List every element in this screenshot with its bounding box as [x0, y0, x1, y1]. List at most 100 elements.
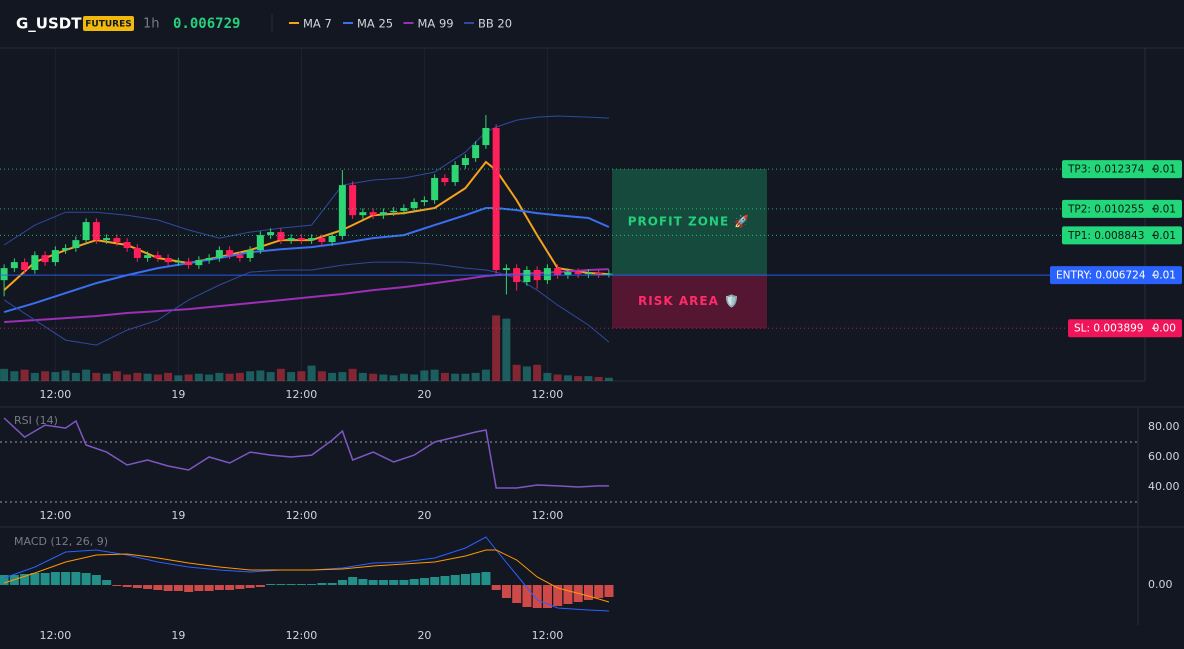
candle-body: [318, 238, 326, 243]
level-qty: 0.01: [1153, 164, 1176, 176]
candle-body: [338, 185, 346, 237]
macd-histogram-bar: [286, 584, 296, 585]
x-tick-label: 20: [417, 629, 431, 642]
macd-histogram-bar: [194, 585, 204, 591]
candle-body: [400, 208, 408, 211]
candle-body: [502, 268, 510, 270]
macd-histogram-bar: [0, 575, 9, 585]
macd-histogram-bar: [266, 584, 276, 585]
volume-bar: [225, 373, 234, 381]
macd-histogram-bar: [542, 585, 552, 608]
candle-body: [185, 261, 193, 266]
volume-bar: [348, 368, 357, 381]
macd-histogram-bar: [471, 573, 481, 585]
macd-histogram-bar: [225, 585, 235, 590]
macd-histogram-bar: [81, 573, 91, 585]
macd-histogram-bar: [501, 585, 511, 598]
x-tick-label: 12:00: [532, 629, 564, 642]
x-tick-label: 20: [417, 388, 431, 401]
x-tick-label: 12:00: [532, 388, 564, 401]
volume-bar: [30, 372, 39, 381]
candle-body: [379, 212, 387, 216]
candle-body: [472, 145, 480, 159]
candle-body: [267, 232, 275, 236]
volume-bar: [102, 373, 111, 381]
macd-histogram-bar: [450, 575, 460, 585]
macd-histogram-bar: [430, 577, 440, 585]
volume-bar: [164, 372, 173, 381]
macd-histogram-bar: [532, 585, 542, 608]
volume-bar: [256, 370, 265, 381]
volume-bar: [41, 371, 50, 381]
badge: FUTURES: [85, 20, 131, 30]
x-tick-label: 12:00: [532, 509, 564, 522]
candle-body: [328, 236, 336, 243]
candle-body: [554, 268, 562, 276]
signal-line: [3, 549, 610, 603]
candle-body: [113, 238, 121, 243]
volume-bar: [184, 374, 193, 381]
volume-bar: [410, 374, 419, 381]
macd-histogram-bar: [491, 585, 501, 590]
volume-bar: [543, 372, 552, 381]
macd-histogram-bar: [522, 585, 532, 607]
volume-bar: [533, 364, 542, 381]
candle-body: [461, 158, 469, 166]
candle-body: [123, 242, 131, 249]
badge-bg: [83, 16, 134, 31]
candle-body: [82, 222, 90, 241]
volume-bar: [420, 370, 429, 381]
level-label-bg: [1062, 199, 1182, 218]
volume-bar: [317, 371, 326, 381]
macd-histogram-bar: [245, 585, 255, 588]
level-label: TP1: 0.008843: [1067, 230, 1144, 242]
candle-body: [277, 232, 285, 241]
volume-bar: [574, 376, 583, 381]
level-qty: 0.00: [1153, 323, 1176, 335]
candle-body: [451, 165, 459, 183]
volume-bar: [440, 372, 449, 381]
x-tick-label: 12:00: [40, 629, 72, 642]
volume-bar: [307, 365, 316, 381]
macd-histogram-bar: [276, 584, 286, 585]
level-label: SL: 0.003899: [1074, 323, 1144, 335]
macd-histogram-bar: [307, 584, 317, 585]
macd-histogram-bar: [368, 580, 378, 585]
volume-bar: [143, 373, 152, 381]
volume-bar: [379, 374, 388, 381]
macd-histogram-bar: [317, 583, 327, 585]
macd-histogram-bar: [112, 585, 122, 586]
macd-histogram-bar: [348, 577, 358, 585]
volume-bar: [10, 371, 19, 381]
macd-histogram-bar: [204, 585, 214, 591]
candle-body: [174, 261, 182, 263]
candle-body: [92, 222, 100, 241]
volume-bar: [246, 371, 255, 381]
candle-body: [41, 255, 49, 263]
candle-body: [390, 210, 398, 213]
candle-body: [584, 273, 592, 275]
volume-bar: [0, 368, 9, 381]
volume-bar: [287, 372, 296, 381]
macd-histogram-bar: [378, 580, 388, 585]
level-qty: 0.01: [1153, 203, 1176, 215]
level-label: ENTRY: 0.006724: [1056, 270, 1146, 282]
candle-body: [10, 262, 18, 269]
volume-bar: [297, 371, 306, 381]
candle-body: [410, 202, 418, 209]
bb-lower: [3, 261, 610, 346]
volume-bar: [604, 377, 613, 381]
candle-body: [359, 212, 367, 216]
volume-bar: [584, 376, 593, 381]
volume-bar: [328, 372, 337, 381]
candle-body: [144, 255, 152, 258]
legend-label: MA 25: [357, 17, 393, 31]
volume-bar: [174, 375, 183, 381]
x-tick-label: 20: [417, 509, 431, 522]
candle-body: [308, 238, 316, 241]
level-label-bg: [1062, 160, 1182, 179]
level-label-bg: [1062, 226, 1182, 245]
candle-body: [482, 128, 490, 146]
volume-bar: [481, 369, 490, 381]
